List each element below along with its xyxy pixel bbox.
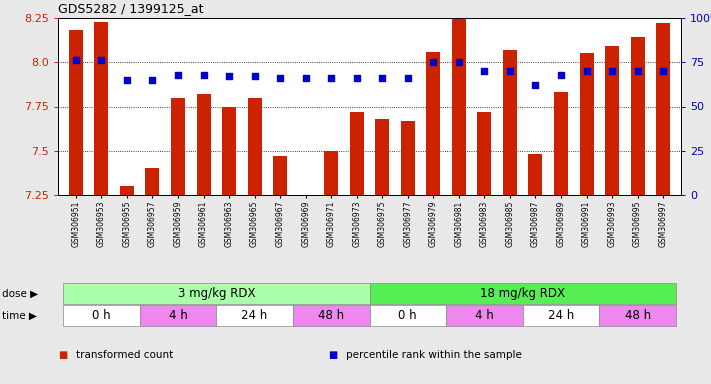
Bar xyxy=(247,98,262,195)
Bar xyxy=(120,186,134,195)
Bar xyxy=(69,30,83,195)
Bar xyxy=(503,50,517,195)
Point xyxy=(581,68,592,74)
Text: 24 h: 24 h xyxy=(242,309,268,322)
Bar xyxy=(216,305,293,326)
Bar xyxy=(452,18,466,195)
Text: time ▶: time ▶ xyxy=(2,311,37,321)
Text: 4 h: 4 h xyxy=(169,309,188,322)
Point xyxy=(504,68,515,74)
Point xyxy=(70,58,82,64)
Bar xyxy=(273,156,287,195)
Bar xyxy=(293,305,370,326)
Point xyxy=(427,59,439,65)
Bar xyxy=(446,305,523,326)
Bar xyxy=(299,195,313,204)
Point xyxy=(223,73,235,79)
Bar xyxy=(63,305,139,326)
Point xyxy=(402,75,414,81)
Bar xyxy=(196,94,210,195)
Bar xyxy=(656,23,670,195)
Bar xyxy=(146,169,159,195)
Text: 24 h: 24 h xyxy=(548,309,574,322)
Point xyxy=(351,75,363,81)
Bar xyxy=(324,151,338,195)
Point xyxy=(530,82,541,88)
Bar xyxy=(370,305,446,326)
Text: 0 h: 0 h xyxy=(92,309,111,322)
Text: 0 h: 0 h xyxy=(398,309,417,322)
Bar xyxy=(171,98,185,195)
Text: GDS5282 / 1399125_at: GDS5282 / 1399125_at xyxy=(58,2,203,15)
Point xyxy=(453,59,464,65)
Text: dose ▶: dose ▶ xyxy=(2,288,38,298)
Text: 18 mg/kg RDX: 18 mg/kg RDX xyxy=(480,287,565,300)
Text: 48 h: 48 h xyxy=(318,309,344,322)
Point xyxy=(172,71,183,78)
Bar xyxy=(375,119,390,195)
Point xyxy=(96,58,107,64)
Bar xyxy=(427,51,440,195)
Point xyxy=(555,71,567,78)
Text: percentile rank within the sample: percentile rank within the sample xyxy=(346,350,522,360)
Point xyxy=(658,68,669,74)
Point xyxy=(606,68,618,74)
Bar xyxy=(599,305,676,326)
Bar xyxy=(401,121,415,195)
Bar xyxy=(63,283,370,304)
Bar xyxy=(631,38,645,195)
Point xyxy=(632,68,643,74)
Point xyxy=(479,68,490,74)
Bar xyxy=(370,283,676,304)
Bar xyxy=(139,305,216,326)
Text: ■: ■ xyxy=(328,350,338,360)
Text: 3 mg/kg RDX: 3 mg/kg RDX xyxy=(178,287,255,300)
Point xyxy=(274,75,286,81)
Point xyxy=(198,71,209,78)
Bar xyxy=(579,53,594,195)
Bar xyxy=(477,112,491,195)
Point xyxy=(122,77,133,83)
Text: transformed count: transformed count xyxy=(76,350,173,360)
Bar xyxy=(222,106,236,195)
Bar xyxy=(95,22,108,195)
Bar xyxy=(350,112,364,195)
Text: 4 h: 4 h xyxy=(475,309,493,322)
Bar xyxy=(605,46,619,195)
Point xyxy=(377,75,388,81)
Point xyxy=(146,77,158,83)
Bar xyxy=(528,154,542,195)
Point xyxy=(326,75,337,81)
Text: 48 h: 48 h xyxy=(624,309,651,322)
Point xyxy=(249,73,260,79)
Text: ■: ■ xyxy=(58,350,68,360)
Bar xyxy=(554,92,568,195)
Point xyxy=(300,75,311,81)
Bar xyxy=(523,305,599,326)
